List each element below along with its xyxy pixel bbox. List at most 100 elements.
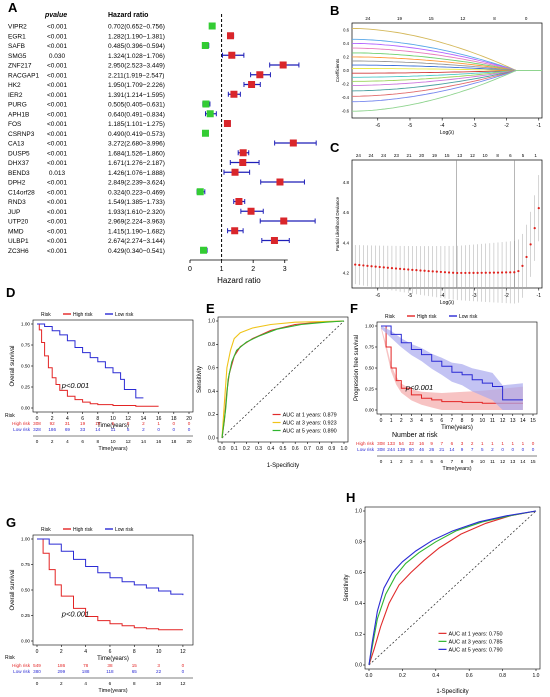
y-tick-label: 1.0 [355,509,362,515]
forest-pvalue: <0.001 [47,33,67,40]
x-tick-label: 14 [141,416,147,422]
cv-point [460,271,463,275]
legend-label: AUC at 1 years: 0.750 [449,631,503,637]
forest-gene-label: DUSP5 [8,150,30,157]
y-tick-label: 0.25 [365,387,374,392]
cv-point [464,271,467,275]
risk-table-tick-label: 0 [380,459,383,464]
plot-frame [351,159,543,289]
legend-label: Low risk [115,312,134,318]
cv-point [362,264,365,267]
risk-table-x-label: Time(years) [98,688,127,694]
cv-point [358,263,361,267]
cv-point [382,266,385,269]
y-tick-label: 0.4 [208,389,215,395]
risk-table-value: 299 [57,669,65,674]
risk-table-value: 188 [82,669,90,674]
forest-pvalue: <0.001 [47,219,67,226]
risk-table-value: 19 [80,421,86,426]
y-tick-label: 1.0 [208,319,215,325]
panel-label-a: A [8,0,18,15]
x-tick-label: 2 [51,416,54,422]
top-tick-label: 10 [482,153,488,158]
risk-table-value: 26 [429,447,435,452]
cv-point [370,265,373,268]
cv-point [452,271,455,274]
forest-pvalue: <0.001 [47,228,67,235]
x-tick-label: 11 [490,418,495,424]
forest-gene-label: IER2 [8,92,23,99]
risk-table-x-label: Time(years) [442,466,471,472]
cv-point [476,271,479,274]
forest-point [208,22,216,30]
legend-title: Risk [41,312,51,318]
y-tick-label: 4.8 [343,180,350,185]
risk-table-value: 328 [33,427,41,432]
plot-frame [32,534,194,646]
cv-point [431,270,434,273]
x-tick-label: 15 [530,418,536,424]
risk-table-tick-label: 15 [530,459,536,464]
top-tick-label: 23 [394,153,400,158]
risk-table-tick-label: 4 [420,459,423,464]
forest-pvalue: <0.001 [47,199,67,206]
risk-table-value: 6 [451,441,454,446]
cv-point [403,268,406,271]
cv-point [496,271,500,274]
forest-point [230,90,238,98]
risk-table-row-label: High risk [12,421,31,426]
plot-frame [364,506,541,670]
x-tick-label: -5 [408,123,413,129]
forest-gene-label: BEND3 [8,170,30,177]
top-tick-label: 15 [429,16,435,21]
risk-table-tick-label: 0 [36,439,39,444]
x-tick-label: 0.1 [231,446,238,452]
risk-table-tick-label: 1 [390,459,393,464]
cv-point [529,243,532,246]
x-tick-label: -2 [504,293,509,299]
forest-gene-label: HK2 [8,82,21,89]
x-tick-label: 9 [471,418,474,424]
risk-table-value: 22 [156,669,162,674]
roc-curve [221,320,345,439]
forest-pvalue: <0.001 [47,111,67,118]
forest-point [228,51,236,59]
forest-gene-label: RACGAP1 [8,72,39,79]
forest-gene-label: FOS [8,121,22,128]
forest-point [231,168,239,176]
x-tick-label: -3 [472,293,477,299]
x-tick-label: 20 [186,416,192,422]
x-tick-label: 0.6 [292,446,299,452]
forest-point [280,217,288,225]
pvalue-label: p<0.001 [61,609,89,618]
forest-point [223,120,231,127]
x-axis-label: Time(years) [441,425,473,431]
cv-point [468,271,471,275]
panel-label-h: H [346,490,355,505]
cv-point [521,264,524,267]
x-tick-label: 18 [171,416,177,422]
cv-point [533,226,536,230]
cv-point [505,271,508,274]
forest-hr-text: 0.485(0.396−0.594) [108,43,165,50]
legend-title: Risk [41,527,51,533]
risk-table-value: 5 [481,447,484,452]
cv-point [500,271,504,274]
y-tick-label: 0.75 [21,343,30,348]
risk-table-tick-label: 8 [97,439,100,444]
y-tick-label: 0.2 [355,632,362,638]
y-tick-label: 0.0 [208,436,215,442]
risk-table-value: 244 [387,447,395,452]
forest-hr-text: 1.185(1.101−1.275) [108,121,165,128]
risk-table-value: 186 [57,663,65,668]
top-tick-label: 19 [397,16,403,21]
cv-point [513,271,516,274]
x-tick-label: 0.9 [328,446,335,452]
risk-table-value: 92 [50,421,56,426]
x-tick-label: 10 [480,418,486,424]
risk-table-value: 2 [142,427,145,432]
risk-table-tick-label: 13 [510,459,516,464]
cv-point [427,269,430,273]
forest-gene-label: JUP [8,209,20,216]
y-tick-label: -0.6 [342,109,350,114]
